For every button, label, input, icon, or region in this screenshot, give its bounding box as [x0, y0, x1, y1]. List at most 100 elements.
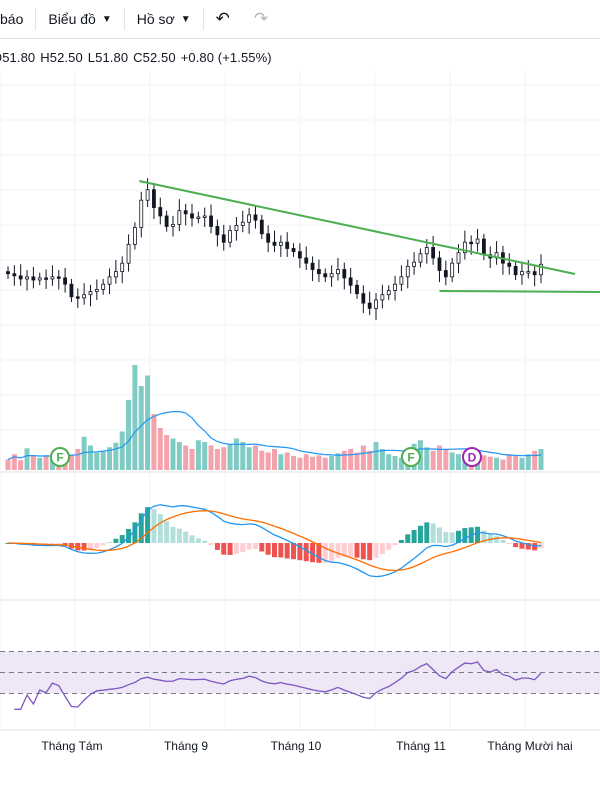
- macd-histogram-bar: [525, 543, 531, 550]
- volume-bar: [335, 453, 341, 470]
- volume-bar: [354, 452, 360, 470]
- candle-body: [386, 290, 391, 296]
- candle-body: [94, 289, 99, 292]
- candle-body: [63, 277, 68, 285]
- cut-menu-item[interactable]: báo: [0, 0, 35, 38]
- candle-body: [507, 262, 512, 267]
- time-axis-label: Tháng Tám: [41, 739, 102, 753]
- time-axis-label: Tháng 10: [271, 739, 322, 753]
- candle-body: [393, 283, 397, 291]
- candle-body: [171, 223, 175, 227]
- candle-body: [329, 273, 334, 278]
- candle-body: [374, 299, 378, 309]
- macd-histogram-bar: [272, 543, 277, 558]
- candle-body: [481, 238, 486, 256]
- volume-bar: [24, 448, 30, 470]
- macd-histogram-bar: [443, 532, 449, 543]
- rsi-pane: [0, 651, 600, 710]
- candle-body: [513, 265, 518, 276]
- candle-body: [152, 189, 156, 208]
- candle-body: [297, 251, 302, 259]
- candle-body: [317, 269, 321, 275]
- macd-histogram-bar: [11, 543, 17, 544]
- macd-histogram-bar: [138, 513, 144, 543]
- macd-histogram-bar: [195, 538, 201, 543]
- volume-bar: [100, 450, 106, 470]
- volume-bar: [348, 449, 354, 470]
- volume-bar: [487, 456, 493, 470]
- chart-menu-button[interactable]: Biểu đồ ▼: [36, 0, 123, 38]
- candle-body: [310, 262, 315, 270]
- volume-bar: [494, 457, 500, 470]
- candle-body: [539, 263, 543, 276]
- chevron-down-icon: ▼: [180, 13, 191, 25]
- top-toolbar: báo Biểu đồ ▼ Hồ sơ ▼ ↶ ↷: [0, 0, 600, 39]
- volume-bar: [379, 449, 385, 470]
- volume-bar: [62, 459, 68, 470]
- candle-body: [145, 189, 150, 201]
- macd-histogram-bar: [62, 543, 68, 546]
- volume-bar: [208, 445, 214, 470]
- macd-histogram-bar: [68, 543, 74, 549]
- volume-bar: [176, 442, 182, 470]
- candle-body: [158, 207, 163, 217]
- macd-histogram-bar: [538, 543, 544, 549]
- candle-body: [101, 283, 106, 290]
- macd-histogram-bar: [436, 527, 442, 543]
- event-marker-label: D: [468, 451, 477, 465]
- volume-bar: [145, 375, 151, 470]
- undo-icon[interactable]: ↶: [215, 9, 230, 28]
- volume-bar: [303, 454, 309, 470]
- ohlc-open: O51.80: [0, 50, 36, 65]
- macd-histogram-bar: [354, 543, 360, 558]
- volume-average-line: [7, 411, 542, 461]
- macd-histogram-bar: [291, 543, 297, 560]
- event-marker-label: F: [56, 451, 63, 465]
- signal-line: [7, 510, 542, 572]
- event-marker: D: [462, 447, 482, 467]
- macd-histogram-bar: [176, 528, 182, 543]
- candle-body: [6, 271, 10, 275]
- volume-bar: [462, 456, 468, 470]
- macd-histogram-bar: [532, 543, 538, 551]
- volume-bar: [49, 456, 55, 470]
- volume-bar: [30, 456, 36, 470]
- macd-histogram-bar: [405, 534, 411, 543]
- candle-body: [405, 265, 410, 278]
- candle-body: [139, 199, 144, 228]
- macd-histogram-bar: [151, 509, 157, 543]
- macd-histogram-bar: [519, 543, 525, 549]
- volume-bar: [417, 440, 423, 470]
- volume-bar: [126, 400, 132, 470]
- volume-bar: [411, 443, 417, 470]
- macd-histogram-bar: [303, 543, 309, 562]
- candle-body: [12, 273, 17, 277]
- macd-histogram-bar: [252, 543, 258, 549]
- volume-bar: [119, 431, 125, 470]
- redo-icon[interactable]: ↷: [253, 9, 269, 28]
- candle-body: [177, 210, 182, 225]
- chevron-down-icon: ▼: [101, 13, 112, 25]
- volume-bar: [94, 452, 100, 470]
- volume-bar: [500, 459, 506, 470]
- macd-histogram-bar: [126, 528, 132, 543]
- volume-bar: [481, 455, 487, 470]
- candle-body: [240, 221, 245, 226]
- candle-body: [69, 283, 74, 298]
- volume-bar: [392, 456, 398, 470]
- ohlc-change: +0.80 (+1.55%): [180, 50, 272, 65]
- profile-menu-button[interactable]: Hồ sơ ▼: [125, 0, 203, 38]
- candle-body: [342, 269, 347, 279]
- toolbar-divider: [202, 8, 204, 30]
- volume-bar: [75, 449, 81, 470]
- volume-bar: [164, 435, 170, 470]
- macd-histogram-bar: [157, 514, 163, 543]
- volume-bar: [87, 445, 93, 470]
- candle-body: [520, 271, 524, 276]
- macd-histogram-bar: [335, 543, 341, 558]
- volume-bar: [37, 457, 43, 470]
- volume-bar: [138, 386, 144, 470]
- macd-histogram-bar: [475, 526, 481, 543]
- macd-histogram-bar: [75, 543, 81, 551]
